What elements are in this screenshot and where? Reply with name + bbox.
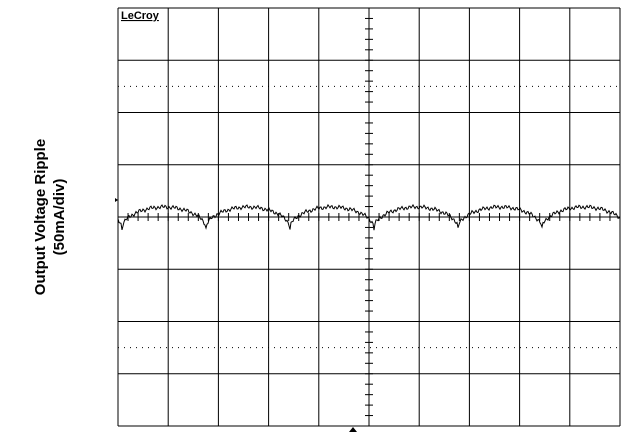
- trigger-marker: [349, 427, 357, 432]
- logo: LeCroy: [121, 10, 160, 22]
- level-marker: [115, 198, 118, 202]
- y-label-title: Output Voltage Ripple: [32, 139, 49, 295]
- y-label-scale: (50mA/div): [51, 179, 68, 256]
- waveform: [117, 203, 621, 231]
- y-axis-label: Output Voltage Ripple (50mA/div): [32, 139, 68, 295]
